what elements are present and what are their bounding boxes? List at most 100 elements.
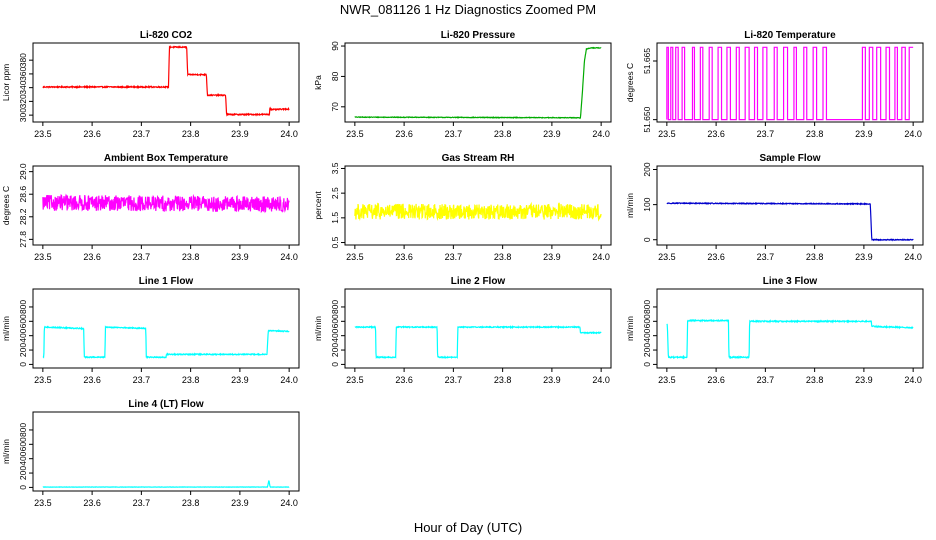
- panel-title: Li-820 Temperature: [744, 30, 836, 41]
- panel-title: Li-820 CO2: [140, 30, 193, 41]
- x-tick-label: 23.9: [855, 129, 873, 139]
- y-tick-label: 200: [642, 162, 652, 176]
- y-tick-label: 0: [642, 362, 652, 367]
- y-tick-label: 380: [18, 53, 28, 67]
- x-tick-label: 23.8: [806, 252, 824, 262]
- x-tick-label: 23.5: [346, 375, 364, 385]
- figure-title: NWR_081126 1 Hz Diagnostics Zoomed PM: [340, 2, 596, 17]
- series-line: [354, 46, 602, 120]
- panels-group: Li-820 CO2 Licor ppm 23.5 23.6 23.7 23.8 23.9 2…: [1, 30, 924, 508]
- x-tick-label: 23.7: [445, 129, 463, 139]
- x-tick-label: 23.7: [133, 498, 151, 508]
- y-tick-label: 200: [18, 466, 28, 480]
- x-tick-label: 23.7: [445, 252, 463, 262]
- y-tick-label: 90: [330, 41, 340, 51]
- x-tick-label: 23.5: [658, 252, 676, 262]
- y-tick-label: 200: [18, 343, 28, 357]
- y-tick-label: 400: [330, 328, 340, 342]
- plot-frame: [344, 288, 612, 369]
- figure-xlabel: Hour of Day (UTC): [414, 520, 522, 535]
- y-axis-label: kPa: [313, 75, 323, 90]
- x-tick-label: 23.5: [658, 129, 676, 139]
- y-tick-label: 28.6: [18, 186, 28, 203]
- series-line: [42, 45, 290, 117]
- x-tick-label: 23.5: [34, 498, 52, 508]
- y-axis-label: ml/min: [1, 439, 11, 464]
- chart-panel-10: Line 4 (LT) Flow ml/min 23.5 23.6 23.7 23.8 23…: [1, 399, 300, 508]
- plot-frame: [32, 411, 300, 492]
- y-tick-label: 600: [330, 314, 340, 328]
- chart-panel-4: Ambient Box Temperature degrees C 23.5 23.6…: [1, 153, 300, 262]
- chart-panel-8: Line 2 Flow ml/min 23.5 23.6 23.7 23.8 23.9 24.…: [313, 276, 612, 385]
- plot-frame: [32, 288, 300, 369]
- plot-frame: [656, 165, 924, 246]
- y-tick-label: 200: [642, 343, 652, 357]
- y-tick-label: 0: [642, 237, 652, 242]
- series-line: [354, 324, 602, 360]
- x-tick-label: 23.7: [445, 375, 463, 385]
- x-tick-label: 23.8: [806, 375, 824, 385]
- plot-frame: [656, 42, 924, 123]
- x-tick-label: 23.7: [133, 129, 151, 139]
- x-tick-label: 23.6: [395, 252, 413, 262]
- x-tick-label: 24.0: [592, 129, 610, 139]
- x-tick-label: 23.8: [494, 252, 512, 262]
- panel-title: Line 4 (LT) Flow: [128, 399, 204, 410]
- x-tick-label: 24.0: [904, 375, 922, 385]
- x-tick-label: 23.5: [34, 252, 52, 262]
- y-tick-label: 800: [330, 300, 340, 314]
- series-line: [42, 325, 290, 360]
- y-axis-label: ml/min: [1, 316, 11, 341]
- x-tick-label: 23.8: [494, 129, 512, 139]
- x-tick-label: 23.8: [182, 129, 200, 139]
- chart-panel-6: Sample Flow ml/min 23.5 23.6 23.7 23.8 23.9 24.…: [625, 153, 924, 262]
- y-tick-label: 800: [642, 300, 652, 314]
- plot-frame: [344, 42, 612, 123]
- x-tick-label: 23.6: [83, 129, 101, 139]
- chart-panel-2: Li-820 Pressure kPa 23.5 23.6 23.7 23.8 23.9 24…: [313, 30, 612, 139]
- panel-title: Li-820 Pressure: [441, 30, 516, 41]
- x-tick-label: 23.6: [395, 375, 413, 385]
- x-tick-label: 23.9: [231, 498, 249, 508]
- y-tick-label: 27.8: [18, 231, 28, 248]
- x-tick-label: 24.0: [280, 129, 298, 139]
- series-line: [42, 480, 290, 488]
- panel-title: Line 1 Flow: [139, 276, 194, 287]
- x-tick-label: 24.0: [280, 375, 298, 385]
- y-tick-label: 300: [18, 108, 28, 122]
- y-tick-label: 600: [642, 314, 652, 328]
- series-line: [42, 193, 290, 214]
- panel-title: Line 2 Flow: [451, 276, 506, 287]
- panel-title: Ambient Box Temperature: [104, 153, 229, 164]
- x-tick-label: 23.9: [231, 375, 249, 385]
- x-tick-label: 23.6: [707, 129, 725, 139]
- x-tick-label: 23.5: [346, 252, 364, 262]
- y-tick-label: 3.5: [330, 162, 340, 174]
- x-tick-label: 24.0: [904, 129, 922, 139]
- y-tick-label: 800: [18, 423, 28, 437]
- y-tick-label: 0.5: [330, 236, 340, 248]
- x-tick-label: 23.8: [494, 375, 512, 385]
- series-line: [666, 201, 914, 242]
- y-tick-label: 600: [18, 437, 28, 451]
- x-tick-label: 23.9: [231, 129, 249, 139]
- x-tick-label: 23.6: [83, 252, 101, 262]
- chart-panel-9: Line 3 Flow ml/min 23.5 23.6 23.7 23.8 23.9 24.…: [625, 276, 924, 385]
- y-tick-label: 320: [18, 94, 28, 108]
- x-tick-label: 23.5: [34, 375, 52, 385]
- y-tick-label: 51.650: [642, 106, 652, 132]
- y-tick-label: 0: [18, 485, 28, 490]
- x-tick-label: 23.6: [395, 129, 413, 139]
- panel-title: Line 3 Flow: [763, 276, 818, 287]
- x-tick-label: 23.9: [231, 252, 249, 262]
- y-tick-label: 400: [18, 328, 28, 342]
- y-tick-label: 29.0: [18, 163, 28, 180]
- x-tick-label: 24.0: [280, 498, 298, 508]
- x-tick-label: 23.7: [133, 252, 151, 262]
- x-tick-label: 23.5: [658, 375, 676, 385]
- y-axis-label: degrees C: [625, 63, 635, 102]
- y-tick-label: 70: [330, 102, 340, 112]
- y-tick-label: 0: [18, 362, 28, 367]
- x-tick-label: 23.5: [346, 129, 364, 139]
